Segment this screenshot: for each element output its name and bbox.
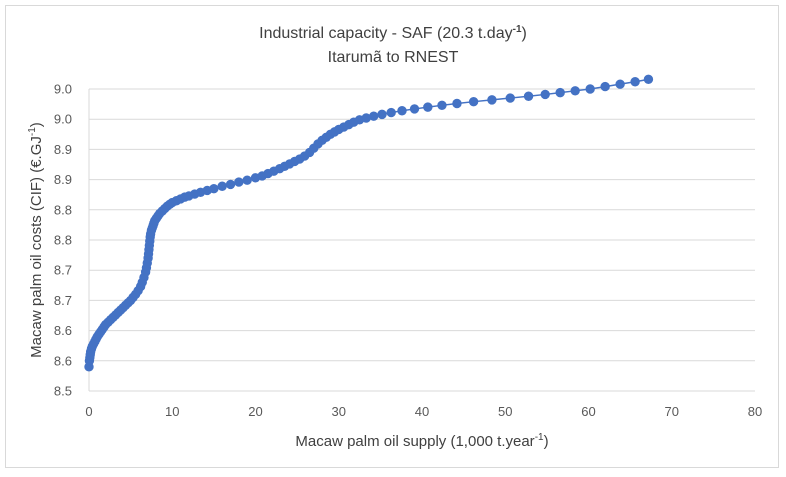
data-point-105 bbox=[585, 84, 595, 94]
data-point-92 bbox=[386, 107, 396, 118]
x-tick-label-4: 40 bbox=[415, 404, 429, 419]
series-line bbox=[88, 78, 649, 367]
y-tick-label-8: 8.9 bbox=[54, 142, 72, 157]
y-tick-label-3: 8.7 bbox=[54, 293, 72, 308]
y-tick-label-9: 9.0 bbox=[54, 112, 72, 127]
y-tick-label-4: 8.7 bbox=[54, 263, 72, 278]
x-tick-label-1: 10 bbox=[165, 404, 179, 419]
x-tick-label-3: 30 bbox=[332, 404, 346, 419]
x-tick-label-0: 0 bbox=[85, 404, 92, 419]
data-point-102 bbox=[540, 89, 550, 100]
data-point-66 bbox=[242, 175, 252, 185]
data-point-98 bbox=[468, 96, 479, 107]
data-point-97 bbox=[452, 98, 462, 109]
data-point-106 bbox=[600, 81, 610, 92]
y-tick-labels: 8.5 8.6 8.6 8.7 8.7 8.8 8.8 8.9 8.9 9.0 9.0 bbox=[54, 82, 72, 399]
data-point-99 bbox=[487, 95, 497, 105]
x-tick-label-8: 80 bbox=[748, 404, 762, 419]
y-tick-label-7: 8.9 bbox=[54, 172, 72, 187]
x-tick-label-5: 50 bbox=[498, 404, 512, 419]
x-tick-labels: 0 10 20 30 40 50 60 70 80 bbox=[85, 404, 762, 419]
y-tick-label-0: 8.5 bbox=[54, 384, 72, 399]
data-point-103 bbox=[555, 87, 565, 98]
y-axis-title: Macaw palm oil costs (CIF) (€.GJ-1) bbox=[27, 122, 45, 358]
data-point-104 bbox=[570, 86, 580, 96]
data-point-108 bbox=[630, 77, 640, 87]
data-point-91 bbox=[377, 109, 387, 120]
data-point-63 bbox=[217, 181, 227, 191]
data-point-94 bbox=[409, 104, 420, 114]
data-point-95 bbox=[423, 102, 433, 112]
data-point-109 bbox=[643, 74, 654, 85]
y-tick-label-1: 8.6 bbox=[54, 353, 72, 368]
y-tick-label-5: 8.8 bbox=[54, 233, 72, 248]
data-point-65 bbox=[234, 177, 244, 187]
data-point-107 bbox=[615, 79, 625, 89]
data-point-100 bbox=[505, 93, 515, 103]
x-tick-label-6: 60 bbox=[581, 404, 595, 419]
data-point-62 bbox=[209, 183, 219, 194]
series-macaw-palm-oil bbox=[84, 74, 654, 372]
chart-title: Industrial capacity - SAF (20.3 t.day-1) bbox=[259, 24, 527, 42]
chart-subtitle: Itarumã to RNEST bbox=[328, 49, 459, 66]
x-tick-label-7: 70 bbox=[665, 404, 679, 419]
y-tick-label-10: 9.0 bbox=[54, 82, 72, 97]
data-point-64 bbox=[225, 179, 236, 190]
x-tick-label-2: 20 bbox=[248, 404, 262, 419]
y-tick-label-2: 8.6 bbox=[54, 323, 72, 338]
x-axis-title: Macaw palm oil supply (1,000 t.year-1) bbox=[295, 432, 548, 450]
data-point-90 bbox=[369, 111, 379, 121]
axes bbox=[88, 89, 755, 392]
data-point-96 bbox=[437, 100, 447, 111]
data-point-101 bbox=[523, 91, 534, 101]
gridlines bbox=[89, 88, 755, 392]
data-point-93 bbox=[397, 106, 407, 116]
y-tick-label-6: 8.8 bbox=[54, 202, 72, 217]
